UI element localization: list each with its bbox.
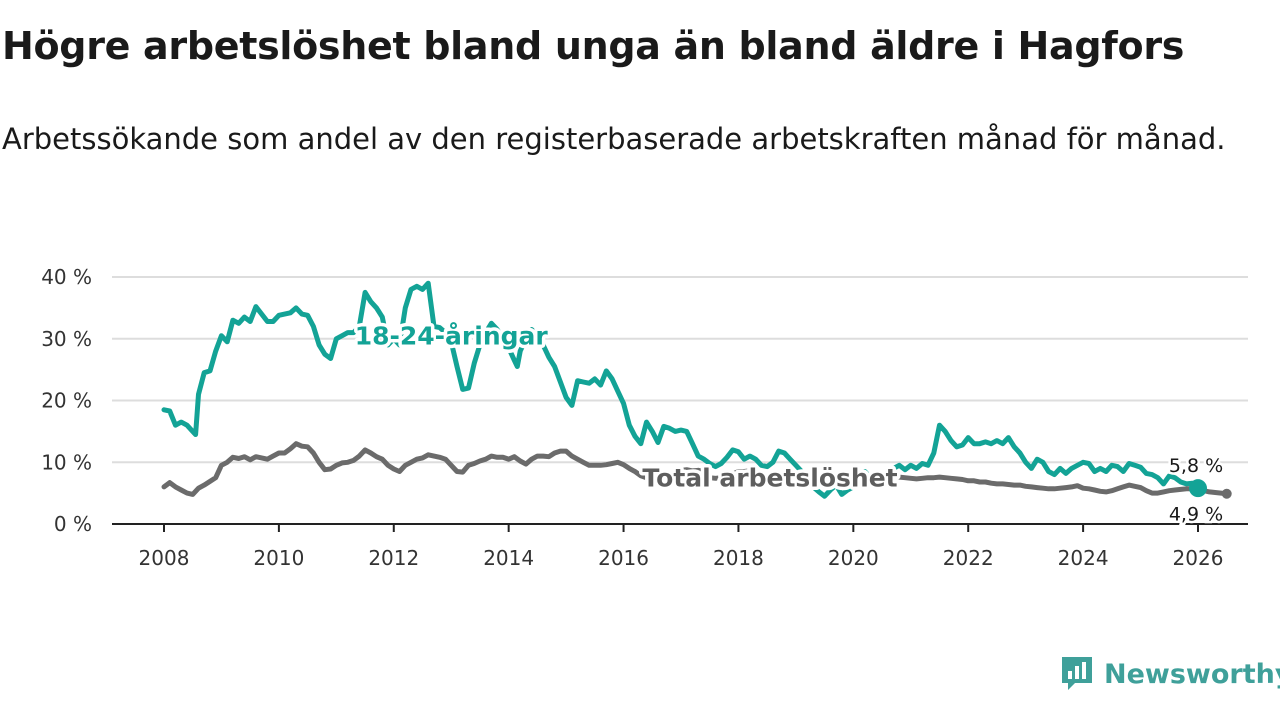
x-tick-label: 2014: [483, 546, 534, 570]
series-labels: 18-24-åringar Total arbetslöshet: [351, 318, 901, 496]
x-tick-label: 2026: [1173, 546, 1224, 570]
total-series-line: [161, 441, 1230, 497]
youth-end-marker: [1189, 479, 1207, 498]
y-tick-label: 40 %: [41, 265, 92, 289]
x-tick-label: 2018: [713, 546, 764, 570]
x-tick-label: 2008: [139, 546, 190, 570]
youth-series-line: [161, 280, 1201, 499]
y-tick-label: 10 %: [41, 450, 92, 474]
y-tick-label: 20 %: [41, 389, 92, 413]
newsworthy-logo-icon: [1062, 657, 1092, 690]
chart-subtitle: Arbetssökande som andel av den registerb…: [2, 122, 1226, 156]
y-axis: 0 % 10 % 20 % 30 % 40 %: [41, 265, 92, 536]
y-tick-label: 0 %: [54, 512, 92, 536]
x-axis: 2008 2010 2012 2014 2016 2018 2020 2022 2024 2026: [112, 523, 1248, 570]
series-lines: [161, 280, 1230, 499]
x-tick-label: 2020: [828, 546, 879, 570]
youth-end-label: 5,8 %: [1169, 455, 1223, 477]
brand-name: Newsworthy: [1104, 658, 1280, 690]
total-end-marker: [1221, 488, 1232, 499]
newsworthy-brand[interactable]: Newsworthy: [1060, 654, 1280, 694]
x-tick-label: 2024: [1058, 546, 1109, 570]
x-tick-label: 2010: [253, 546, 304, 570]
x-tick-label: 2022: [943, 546, 994, 570]
x-tick-label: 2012: [368, 546, 419, 570]
grid-lines: [112, 276, 1248, 464]
end-labels: 5,8 % 4,9 %: [1166, 453, 1232, 528]
series-label-youth: 18-24-åringar: [355, 322, 549, 351]
y-tick-label: 30 %: [41, 327, 92, 351]
x-tick-label: 2016: [598, 546, 649, 570]
chart-title: Högre arbetslöshet bland unga än bland ä…: [2, 24, 1185, 68]
total-end-label: 4,9 %: [1169, 504, 1223, 526]
series-label-total: Total arbetslöshet: [642, 464, 897, 493]
